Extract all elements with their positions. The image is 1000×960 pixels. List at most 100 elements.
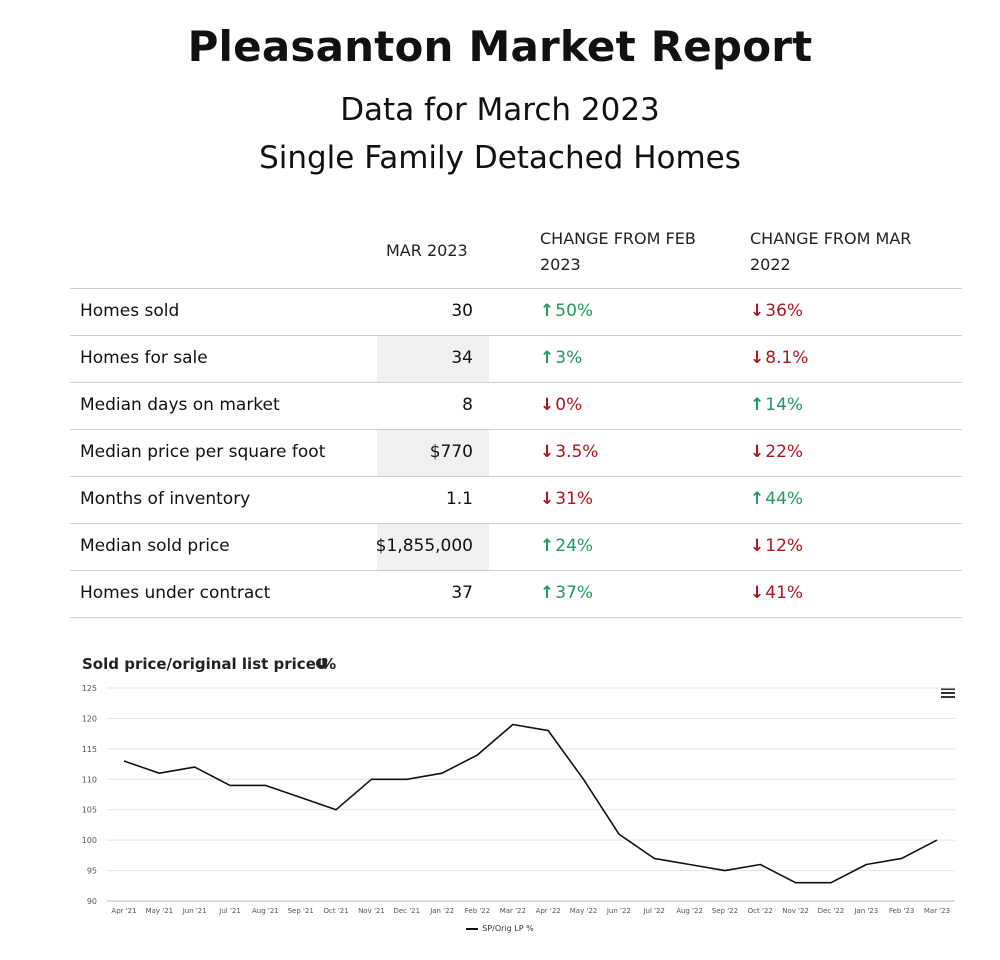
x-tick-label: Jun '21: [182, 907, 207, 915]
x-tick-label: Mar '23: [924, 907, 950, 915]
change-from-last-month: ↑24%: [540, 536, 593, 556]
market-stats-table: MAR 2023 CHANGE FROM FEB 2023 CHANGE FRO…: [70, 220, 962, 618]
x-tick-label: Dec '21: [393, 907, 420, 915]
info-icon[interactable]: i: [316, 658, 327, 669]
value-cell: 1.1: [377, 477, 489, 523]
x-tick-label: Feb '23: [889, 907, 914, 915]
y-tick-label: 105: [82, 806, 97, 815]
arrow-up-icon: ↑: [540, 301, 555, 321]
table-row: Homes sold 30 ↑50% ↓36%: [70, 289, 962, 336]
x-tick-label: Nov '22: [782, 907, 809, 915]
row-value: $770: [429, 442, 473, 462]
y-tick-label: 90: [87, 897, 97, 906]
table-header: MAR 2023 CHANGE FROM FEB 2023 CHANGE FRO…: [70, 220, 962, 289]
table-row: Homes under contract 37 ↑37% ↓41%: [70, 571, 962, 618]
table-row: Median days on market 8 ↓0% ↑14%: [70, 383, 962, 430]
change-value: 8.1%: [765, 348, 809, 368]
value-cell: $1,855,000: [375, 524, 489, 570]
table-row: Median price per square foot $770 ↓3.5% ↓22…: [70, 430, 962, 477]
y-tick-label: 110: [82, 775, 97, 784]
change-value: 50%: [555, 301, 594, 321]
arrow-down-icon: ↓: [540, 395, 555, 415]
change-value: 36%: [765, 301, 804, 321]
change-value: 24%: [555, 536, 594, 556]
x-tick-label: May '21: [146, 907, 174, 915]
arrow-up-icon: ↑: [540, 536, 555, 556]
x-tick-label: Jun '22: [606, 907, 631, 915]
chart-legend[interactable]: SP/Orig LP %: [0, 924, 1000, 933]
change-from-last-year: ↓36%: [750, 301, 803, 321]
row-label: Months of inventory: [80, 489, 251, 509]
row-value: $1,855,000: [375, 536, 473, 556]
value-cell: 30: [377, 289, 489, 335]
arrow-down-icon: ↓: [750, 348, 765, 368]
change-value: 0%: [555, 395, 583, 415]
row-label: Homes sold: [80, 301, 180, 321]
change-value: 3%: [555, 348, 583, 368]
x-tick-label: Oct '22: [748, 907, 773, 915]
x-tick-label: Oct '21: [324, 907, 349, 915]
x-tick-label: Apr '21: [111, 907, 136, 915]
series-line: [123, 723, 938, 884]
change-value: 31%: [555, 489, 594, 509]
value-cell: $770: [377, 430, 489, 476]
y-tick-label: 95: [87, 867, 97, 876]
column-header-change-month: CHANGE FROM FEB 2023: [540, 229, 696, 274]
x-tick-label: Mar '22: [500, 907, 526, 915]
change-from-last-year: ↓8.1%: [750, 348, 808, 368]
x-tick-label: Aug '21: [252, 907, 279, 915]
arrow-down-icon: ↓: [540, 489, 555, 509]
change-from-last-month: ↓3.5%: [540, 442, 598, 462]
change-value: 44%: [765, 489, 804, 509]
row-value: 8: [462, 395, 473, 415]
x-tick-label: Aug '22: [676, 907, 703, 915]
x-tick-label: Nov '21: [358, 907, 385, 915]
chart-title: Sold price/original list price %: [82, 655, 337, 673]
y-tick-label: 115: [82, 745, 97, 754]
menu-icon[interactable]: [941, 688, 955, 700]
change-from-last-year: ↓22%: [750, 442, 803, 462]
change-value: 14%: [765, 395, 804, 415]
value-cell: 34: [377, 336, 489, 382]
x-tick-label: Jul '21: [218, 907, 241, 915]
value-cell: 37: [377, 571, 489, 617]
arrow-down-icon: ↓: [750, 583, 765, 603]
arrow-down-icon: ↓: [750, 301, 765, 321]
change-from-last-month: ↑3%: [540, 348, 582, 368]
row-value: 1.1: [445, 489, 473, 509]
change-from-last-month: ↑37%: [540, 583, 593, 603]
x-tick-label: Sep '21: [288, 907, 314, 915]
arrow-down-icon: ↓: [750, 442, 765, 462]
change-from-last-month: ↑50%: [540, 301, 593, 321]
table-body: Homes sold 30 ↑50% ↓36% Homes for sale 34 ↑3% ↓…: [70, 289, 962, 618]
table-row: Months of inventory 1.1 ↓31% ↑44%: [70, 477, 962, 524]
page-title: Pleasanton Market Report: [187, 22, 813, 71]
x-tick-label: Jan '23: [853, 907, 878, 915]
table-row: Median sold price $1,855,000 ↑24% ↓12%: [70, 524, 962, 571]
row-value: 37: [451, 583, 473, 603]
arrow-up-icon: ↑: [750, 489, 765, 509]
x-tick-label: Dec '22: [818, 907, 845, 915]
row-label: Median sold price: [80, 536, 230, 556]
row-value: 30: [451, 301, 473, 321]
report-date-subtitle: Data for March 2023: [340, 92, 660, 128]
row-label: Median days on market: [80, 395, 280, 415]
change-from-last-year: ↓41%: [750, 583, 803, 603]
column-header-change-year: CHANGE FROM MAR 2022: [750, 229, 912, 274]
x-tick-label: Jan '22: [429, 907, 454, 915]
y-tick-label: 120: [82, 714, 97, 723]
change-from-last-year: ↑44%: [750, 489, 803, 509]
change-from-last-month: ↓0%: [540, 395, 582, 415]
x-tick-label: Jul '22: [642, 907, 665, 915]
row-label: Homes under contract: [80, 583, 271, 603]
x-tick-label: Sep '22: [712, 907, 738, 915]
change-value: 41%: [765, 583, 804, 603]
arrow-down-icon: ↓: [750, 536, 765, 556]
row-value: 34: [451, 348, 473, 368]
arrow-up-icon: ↑: [750, 395, 765, 415]
change-value: 37%: [555, 583, 594, 603]
legend-label: SP/Orig LP %: [482, 924, 534, 933]
change-from-last-month: ↓31%: [540, 489, 593, 509]
x-tick-label: Apr '22: [536, 907, 561, 915]
